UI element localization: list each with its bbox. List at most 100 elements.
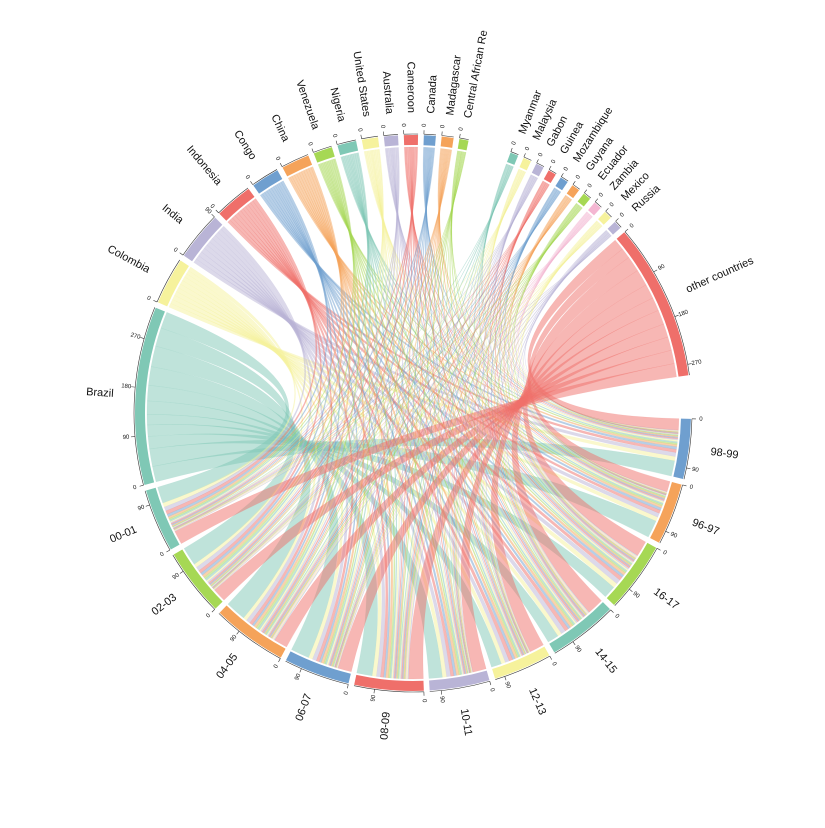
tick-label: 0 [458, 126, 465, 131]
tick-mark [347, 684, 349, 689]
sector-arc [457, 138, 469, 151]
tick-mark [311, 148, 314, 153]
tick-label: 90 [370, 694, 377, 702]
tick-label: 180 [121, 383, 132, 390]
axis-line [595, 201, 602, 208]
sector-arc [606, 542, 657, 605]
tick-mark [584, 189, 588, 193]
sector-arc [219, 188, 255, 221]
sector-arc [577, 193, 591, 207]
tick-mark [153, 300, 158, 303]
sector-label: China [268, 113, 291, 145]
tick-mark [595, 198, 599, 202]
tick-mark [179, 252, 184, 256]
axis-line [218, 187, 249, 214]
tick-label: 0 [172, 247, 179, 254]
tick-mark [561, 173, 564, 177]
axis-line [172, 554, 215, 610]
sector-arc [383, 135, 399, 147]
ring: Brazil090180270Colombia0India090Indonesi… [86, 29, 756, 740]
sector-arc [219, 605, 286, 658]
sector-label: 06-07 [293, 692, 314, 723]
tick-label: 90 [631, 591, 640, 600]
axis-line [614, 548, 658, 606]
tick-label: 0 [598, 192, 605, 199]
tick-mark [179, 571, 184, 574]
tick-mark [139, 484, 144, 487]
tick-label: 270 [130, 332, 142, 341]
sector-arc [285, 651, 351, 684]
axis-line [523, 156, 532, 161]
sector-label: 16-17 [651, 586, 681, 612]
tick-mark [653, 269, 658, 273]
tick-mark [687, 363, 692, 365]
tick-label: 90 [137, 504, 146, 512]
tick-mark [605, 208, 609, 212]
chords [146, 146, 680, 680]
tick-label: 90 [691, 467, 699, 474]
axis-line [683, 418, 693, 480]
axis-line [548, 169, 557, 174]
tick-mark [215, 209, 219, 214]
tick-mark [360, 134, 362, 139]
tick-label: 0 [563, 166, 570, 173]
sector-arc [183, 217, 223, 262]
sector-label: 14-15 [592, 646, 619, 676]
tick-label: 0 [689, 484, 694, 491]
sector-arc [157, 260, 189, 307]
sector-label: Brazil [86, 386, 114, 400]
tick-label: 90 [669, 532, 678, 541]
tick-mark [656, 548, 661, 551]
sector-arc [650, 482, 682, 543]
tick-mark [665, 531, 670, 534]
tick-label: 90 [657, 263, 666, 272]
tick-mark [682, 484, 687, 487]
axis-line [285, 660, 349, 685]
tick-label: 0 [205, 612, 212, 619]
chord [527, 248, 671, 492]
axis-line [337, 139, 356, 145]
tick-label: 0 [421, 699, 427, 703]
tick-mark [166, 549, 171, 553]
sector-arc [423, 135, 436, 146]
tick-mark [572, 180, 576, 185]
sector-label: Madagascar [444, 54, 463, 116]
sector-label: 04-05 [214, 651, 240, 681]
tick-label: 0 [587, 182, 594, 189]
tick-mark [624, 228, 629, 232]
axis-line [353, 685, 424, 693]
tick-label: 0 [273, 663, 280, 669]
axis-line [572, 184, 580, 190]
tick-label: 180 [678, 309, 690, 318]
sector-label: 00-01 [108, 524, 139, 546]
tick-label: 0 [550, 661, 557, 667]
tick-mark [236, 631, 240, 635]
axis-line [218, 613, 281, 659]
tick-label: 0 [511, 140, 518, 146]
sector-label: 96-97 [690, 517, 721, 538]
axis-line [144, 490, 171, 551]
axis-line [624, 231, 690, 376]
sector-arc [313, 147, 335, 163]
tick-mark [145, 504, 150, 507]
sector-arc [598, 211, 611, 225]
tick-label: 0 [133, 485, 138, 492]
sector-label: United States [350, 50, 372, 118]
tick-label: 0 [209, 204, 216, 211]
sector-label: Indonesia [184, 144, 225, 189]
sector-arc [337, 140, 359, 156]
sector-arc [543, 170, 556, 184]
tick-label: 90 [172, 572, 181, 581]
sector-label: Canada [425, 74, 439, 114]
sector-arc [549, 602, 610, 653]
tick-mark [504, 676, 507, 681]
sector-arc [253, 170, 283, 194]
axis-line [133, 307, 156, 486]
sector-arc [616, 232, 689, 377]
tick-label: 90 [573, 645, 582, 654]
tick-mark [278, 658, 281, 663]
tick-mark [686, 467, 691, 470]
sector-label: Congo [231, 128, 258, 162]
tick-mark [572, 641, 576, 646]
